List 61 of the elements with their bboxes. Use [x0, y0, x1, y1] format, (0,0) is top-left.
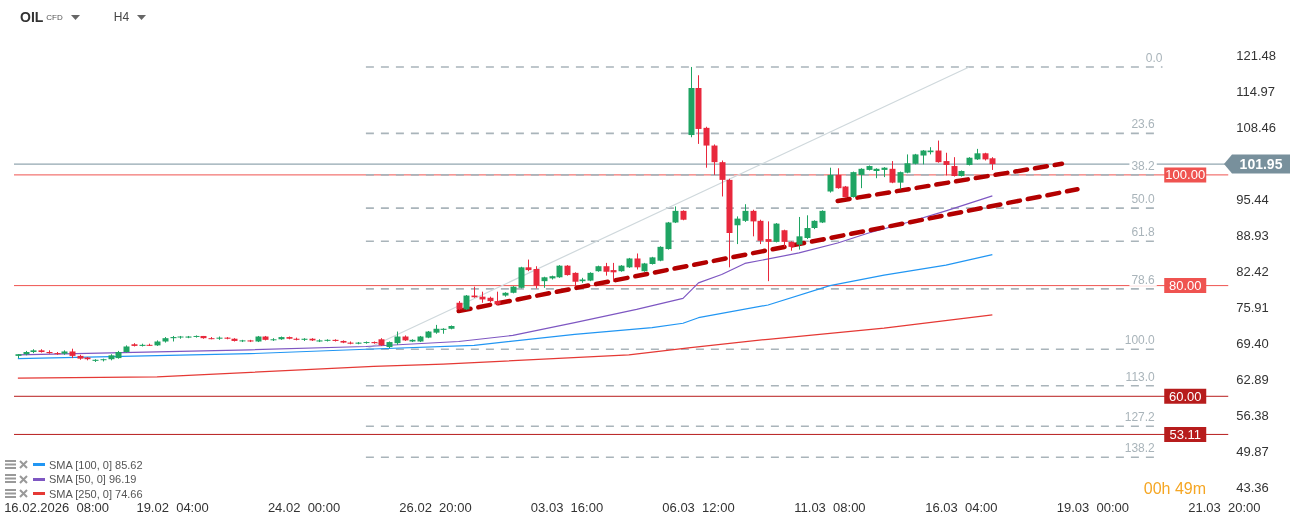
- series-label: 38.2: [1131, 158, 1156, 173]
- x-tick-label: 16.02.2026 08:00: [4, 499, 109, 515]
- series-label: 0.0: [1145, 50, 1163, 65]
- ref-line-label: 60.00: [1168, 388, 1202, 404]
- candlestick: [711, 143, 718, 176]
- candlestick: [363, 341, 370, 345]
- candlestick: [533, 265, 540, 289]
- y-tick-label: 114.97: [1236, 83, 1276, 99]
- series-label: 113.0: [1125, 369, 1156, 384]
- chart-subtitle: CFD: [46, 12, 63, 22]
- y-tick-label: 88.93: [1236, 227, 1269, 243]
- candlestick: [804, 214, 811, 240]
- series-label: 127.2: [1124, 410, 1156, 425]
- y-tick-label: 56.38: [1236, 407, 1269, 423]
- candlestick: [935, 140, 942, 164]
- candlestick: [943, 152, 950, 176]
- candlestick: [796, 216, 803, 251]
- series-label: 50.0: [1131, 192, 1156, 207]
- y-tick-label: 69.40: [1236, 335, 1269, 351]
- series-label: 78.6: [1131, 272, 1156, 287]
- legend-label: SMA [50, 0] 96.19: [49, 473, 137, 486]
- text: H4: [113, 10, 130, 24]
- x-tick-label: 11.03 08:00: [794, 499, 866, 515]
- ref-line-label: 100.00: [1165, 167, 1206, 183]
- candlestick: [765, 220, 772, 282]
- candlestick: [951, 156, 958, 178]
- x-tick-label: 19.03 00:00: [1056, 499, 1130, 515]
- annotation: 00h 49m: [1143, 480, 1206, 498]
- legend-label: SMA [100, 0] 85.62: [49, 458, 143, 471]
- y-tick-label: 108.46: [1236, 119, 1276, 135]
- ref-line-label: 101.95: [1239, 155, 1283, 172]
- x-tick-label: 19.02 04:00: [136, 499, 209, 515]
- candlestick: [734, 215, 741, 245]
- candlestick: [193, 334, 200, 339]
- candlestick: [757, 219, 764, 245]
- ref-line-label: 80.00: [1168, 278, 1202, 294]
- candlestick: [858, 167, 865, 189]
- y-tick-label: 43.36: [1236, 479, 1269, 495]
- x-tick-label: 21.03 20:00: [1188, 499, 1261, 515]
- x-tick-label: 03.03 16:00: [530, 499, 604, 515]
- y-tick-label: 121.48: [1236, 47, 1276, 63]
- candlestick: [750, 209, 757, 237]
- ref-line-label: 53.11: [1169, 427, 1202, 443]
- x-tick-label: 16.03 04:00: [925, 499, 998, 515]
- y-tick-label: 95.44: [1236, 191, 1269, 207]
- x-tick-label: 24.02 00:00: [267, 499, 341, 515]
- legend-label: SMA [250, 0] 74.66: [49, 487, 143, 500]
- y-tick-label: 49.87: [1236, 443, 1269, 459]
- y-tick-label: 75.91: [1236, 299, 1269, 315]
- x-tick-label: 06.03 12:00: [662, 499, 735, 515]
- series-label: 100.0: [1124, 333, 1156, 348]
- candlestick: [703, 126, 710, 169]
- y-tick-label: 62.89: [1236, 371, 1269, 387]
- y-tick-label: 82.42: [1236, 263, 1269, 279]
- chart-title: OIL: [20, 9, 44, 25]
- x-tick-label: 26.02 20:00: [399, 499, 472, 515]
- candlestick: [719, 160, 726, 197]
- candlestick: [827, 167, 834, 194]
- series-label: 138.2: [1124, 441, 1156, 456]
- series-label: 61.8: [1131, 225, 1156, 240]
- series-label: 23.6: [1131, 117, 1156, 132]
